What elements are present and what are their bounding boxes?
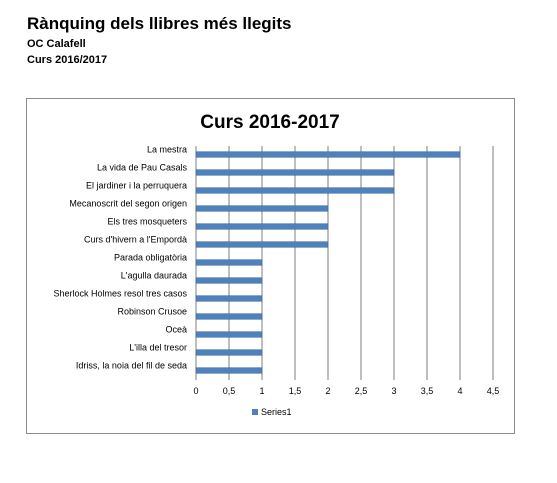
bar <box>195 349 263 356</box>
category-label: Sherlock Holmes resol tres casos <box>53 289 187 299</box>
bar <box>195 241 329 248</box>
bar <box>195 331 263 338</box>
category-label: El jardiner i la perruquera <box>86 181 187 191</box>
x-tick-label: 4,5 <box>487 386 500 396</box>
category-label: La vida de Pau Casals <box>97 163 188 173</box>
bar <box>195 151 461 158</box>
category-label: Curs d'hivern a l'Empordà <box>84 235 187 245</box>
bar <box>195 295 263 302</box>
bar <box>195 223 329 230</box>
category-label: Parada obligatòria <box>114 253 187 263</box>
x-tick-label: 3,5 <box>421 386 434 396</box>
category-label: L'illa del tresor <box>129 343 187 353</box>
legend-swatch <box>252 409 258 415</box>
report-year: Curs 2016/2017 <box>27 54 108 66</box>
category-label: Oceà <box>165 325 187 335</box>
x-tick-label: 3 <box>391 386 396 396</box>
bar <box>195 169 395 176</box>
category-label: Els tres mosqueters <box>107 217 187 227</box>
report-subtitle: OC Calafell <box>27 38 86 50</box>
x-tick-label: 0 <box>193 386 198 396</box>
category-label: Idriss, la noia del fil de seda <box>76 361 187 371</box>
x-tick-label: 2 <box>325 386 330 396</box>
x-tick-label: 0,5 <box>223 386 236 396</box>
category-label: Robinson Crusoe <box>117 307 187 317</box>
legend-label: Series1 <box>261 407 292 417</box>
category-label: L'agulla daurada <box>121 271 187 281</box>
chart-title: Curs 2016-2017 <box>200 112 339 133</box>
category-label: La mestra <box>147 145 187 155</box>
x-tick-label: 2,5 <box>355 386 368 396</box>
bar <box>195 367 263 374</box>
report-title: Rànquing dels llibres més llegits <box>27 14 292 33</box>
x-tick-label: 4 <box>457 386 462 396</box>
x-tick-label: 1,5 <box>289 386 302 396</box>
category-label: Mecanoscrit del segon origen <box>69 199 187 209</box>
bar <box>195 205 329 212</box>
bar <box>195 187 395 194</box>
bar <box>195 313 263 320</box>
bar <box>195 277 263 284</box>
x-tick-label: 1 <box>259 386 264 396</box>
bar <box>195 259 263 266</box>
